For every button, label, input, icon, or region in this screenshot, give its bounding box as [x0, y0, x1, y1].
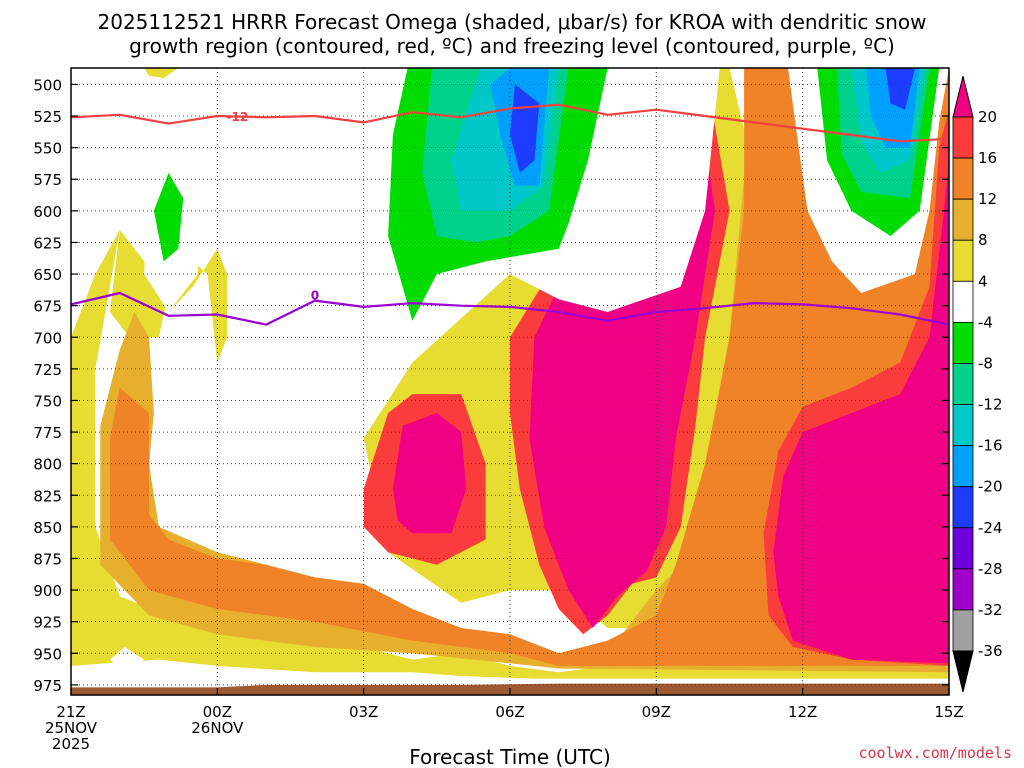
colorbar-label-8: -12 [978, 396, 1003, 414]
y-tick-label-825: 825 [33, 487, 62, 505]
y-tick-label-650: 650 [33, 266, 62, 284]
y-tick-label-625: 625 [33, 234, 62, 252]
contour-lines: -12 0 [71, 103, 949, 326]
y-tick-label-775: 775 [33, 424, 62, 442]
colorbar-band-13 [952, 609, 974, 652]
colorbar-band-1 [952, 116, 974, 159]
omega-area-4-3 [144, 68, 179, 79]
colorbar-band-3 [952, 198, 974, 241]
y-tick-label-750: 750 [33, 392, 62, 410]
x-tick-label-18-1: 15Z [934, 703, 963, 721]
omega-regions [71, 68, 949, 679]
y-tick-label-550: 550 [33, 140, 62, 158]
colorbar-label-5: 4 [978, 272, 988, 290]
x-axis-title: Forecast Time (UTC) [409, 745, 611, 768]
omega-area-m4-3 [110, 647, 145, 673]
x-tick-label-0-3: 2025 [52, 735, 90, 753]
y-tick-label-700: 700 [33, 329, 62, 347]
colorbar-label-9: -16 [978, 437, 1003, 455]
colorbar-label-14: -36 [978, 642, 1003, 660]
x-tick-label-12-1: 09Z [642, 703, 671, 721]
contour-label-1: -12 [226, 110, 248, 124]
colorbar-bottom-arrow [952, 650, 974, 693]
y-tick-label-575: 575 [33, 171, 62, 189]
colorbar-band-10 [952, 486, 974, 529]
y-tick-label-925: 925 [33, 614, 62, 632]
contour-label-2: 0 [311, 289, 319, 303]
x-tick-label-15-1: 12Z [788, 703, 817, 721]
y-tick-label-725: 725 [33, 361, 62, 379]
x-tick-label-9-1: 06Z [495, 703, 524, 721]
colorbar-label-7: -8 [978, 354, 993, 372]
colorbar-band-9 [952, 445, 974, 488]
omega-area-20-3 [773, 160, 949, 664]
y-tick-label-500: 500 [33, 76, 62, 94]
colorbar-top-arrow [952, 75, 974, 118]
colorbar-label-11: -24 [978, 519, 1003, 537]
y-tick-label-800: 800 [33, 456, 62, 474]
omega-area-12-1 [110, 68, 949, 666]
contour-line-2 [71, 291, 949, 326]
y-tick-label-850: 850 [33, 519, 62, 537]
x-tick-label-3-2: 26NOV [191, 719, 244, 737]
colorbar: 20 16 12 8 4 -4 -8 -12 -16 -20 -24 -28 -32 -36 [952, 75, 1003, 693]
colorbar-label-3: 12 [978, 190, 997, 208]
colorbar-band-2 [952, 157, 974, 200]
y-tick-label-975: 975 [33, 677, 62, 695]
colorbar-band-11 [952, 527, 974, 570]
x-tick-label-0-1: 21Z [56, 703, 85, 721]
chart-title-line1: 2025112521 HRRR Forecast Omega (shaded, … [98, 10, 927, 34]
colorbar-band-6 [952, 321, 974, 364]
y-tick-label-600: 600 [33, 203, 62, 221]
colorbar-band-8 [952, 404, 974, 447]
omega-area-m8-2 [153, 172, 184, 262]
omega-area-20-1 [392, 413, 467, 534]
colorbar-label-13: -32 [978, 601, 1003, 619]
y-tick-label-900: 900 [33, 582, 62, 600]
colorbar-label-1: 20 [978, 108, 997, 126]
colorbar-label-10: -20 [978, 478, 1003, 496]
omega-area-m24-2 [885, 68, 915, 110]
colorbar-band-4 [952, 239, 974, 282]
x-tick-label-0-2: 25NOV [45, 719, 98, 737]
colorbar-band-5 [952, 280, 974, 323]
colorbar-band-12 [952, 568, 974, 611]
credit-text: coolwx.com/models [858, 744, 1012, 762]
y-tick-label-525: 525 [33, 108, 62, 126]
colorbar-band-7 [952, 363, 974, 405]
x-tick-label-3-1: 00Z [203, 703, 232, 721]
colorbar-label-2: 16 [978, 149, 997, 167]
y-axis: 500 525 550 575 600 625 650 675 700 725 750 775 800 8… [33, 76, 949, 695]
colorbar-label-4: 8 [978, 231, 988, 249]
colorbar-label-12: -28 [978, 560, 1003, 578]
contour-line-1 [71, 103, 949, 143]
y-tick-label-675: 675 [33, 298, 62, 316]
grid-lines [71, 68, 949, 695]
colorbar-label-6: -4 [978, 313, 993, 331]
chart-title-line2: growth region (contoured, red, ºC) and f… [129, 34, 895, 58]
y-tick-label-950: 950 [33, 645, 62, 663]
y-tick-label-875: 875 [33, 550, 62, 568]
x-tick-label-6-1: 03Z [349, 703, 378, 721]
